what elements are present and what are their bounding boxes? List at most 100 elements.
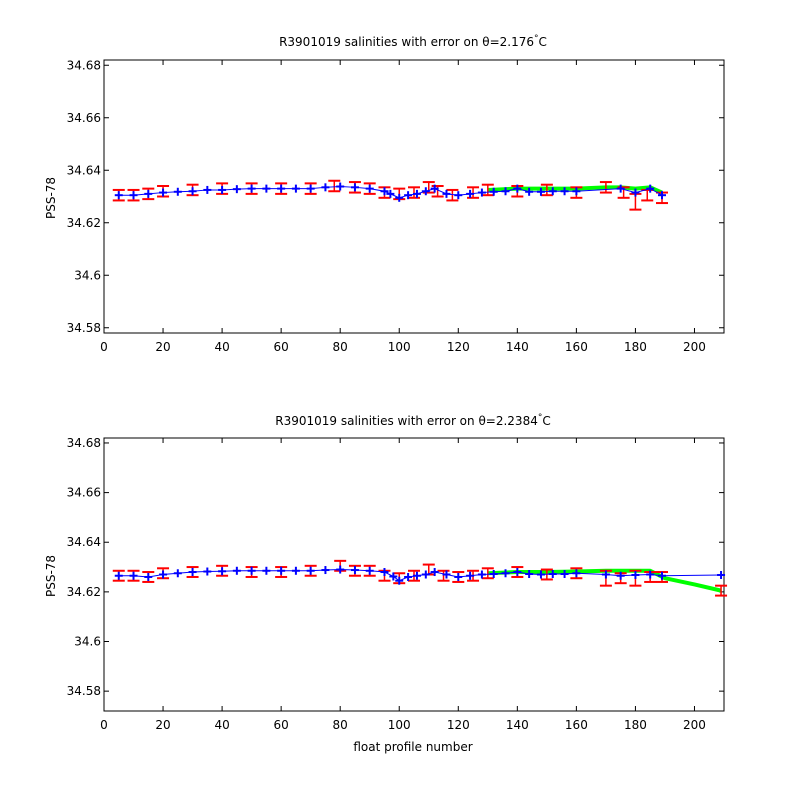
x-tick-label: 100 <box>388 340 411 354</box>
error-bar <box>599 181 612 194</box>
float-salinity-point <box>631 188 640 197</box>
chart-panel-bottom: R3901019 salinities with error on θ=2.23… <box>44 413 728 754</box>
float-salinity-point <box>658 571 666 580</box>
x-tick-label: 80 <box>333 340 348 354</box>
plot-area-top: 0 20 40 60 80 100 120 140 160 180 200 34.58 34.6 34.6… <box>67 58 725 354</box>
x-tick-label: 20 <box>155 340 170 354</box>
float-salinity-point <box>262 184 271 193</box>
float-salinity-point <box>277 566 286 575</box>
float-salinity-point <box>336 182 345 191</box>
x-tick-label: 60 <box>274 718 289 732</box>
float-salinity-point <box>389 572 398 581</box>
x-axis-label: float profile number <box>353 740 472 754</box>
x-tick-label: 160 <box>565 340 588 354</box>
y-tick-label: 34.58 <box>67 321 101 335</box>
float-salinity-point <box>129 191 138 200</box>
x-tick-label: 140 <box>506 718 529 732</box>
error-bar <box>328 179 341 193</box>
float-salinity-point <box>501 569 510 578</box>
error-bar <box>481 567 494 580</box>
float-salinity-point <box>114 191 123 200</box>
float-salinity-point <box>404 191 413 200</box>
float-salinity-point <box>218 567 227 576</box>
float-salinity-point <box>404 572 413 581</box>
float-salinity-point <box>173 569 182 578</box>
float-salinity-point <box>232 566 241 575</box>
float-salinity-point <box>291 566 300 575</box>
x-tick-label: 200 <box>683 340 706 354</box>
x-tick-label: 180 <box>624 718 647 732</box>
float-salinity-point <box>525 570 534 579</box>
float-salinity-point <box>513 184 522 193</box>
axes-frame <box>103 59 725 334</box>
chart-title-top: R3901019 salinities with error on θ=2.17… <box>279 34 547 49</box>
float-salinity-point <box>350 183 359 192</box>
float-salinity-point <box>646 184 655 193</box>
x-tick-label: 40 <box>214 718 229 732</box>
chart-panel-top: R3901019 salinities with error on θ=2.17… <box>44 34 725 354</box>
float-salinity-point <box>321 183 330 192</box>
y-tick-label: 34.68 <box>67 436 101 450</box>
float-salinity-point <box>477 570 486 579</box>
float-salinity-point <box>321 566 330 575</box>
y-tick-label: 34.6 <box>74 635 101 649</box>
float-salinity-point <box>380 187 389 196</box>
float-salinity-point <box>144 572 153 581</box>
x-tick-label: 120 <box>447 340 470 354</box>
float-salinity-point <box>442 189 451 198</box>
float-salinity-point <box>173 187 182 196</box>
float-salinity-point <box>616 184 625 193</box>
y-tick-label: 34.62 <box>67 585 101 599</box>
float-salinity-point <box>203 567 212 576</box>
error-bar <box>481 183 494 197</box>
float-salinity-point <box>129 571 138 580</box>
float-salinity-point <box>454 572 463 581</box>
float-salinity-point <box>646 570 655 579</box>
error-bar <box>641 188 654 202</box>
y-tick-label: 34.6 <box>74 268 101 282</box>
float-salinity-point <box>277 184 286 193</box>
error-bar <box>446 188 459 202</box>
float-salinity-point <box>395 576 404 585</box>
float-salinity-point <box>159 570 168 579</box>
float-salinity-point <box>386 189 395 198</box>
y-tick-label: 34.66 <box>67 111 101 125</box>
float-salinity-point <box>430 184 439 193</box>
float-salinity-point <box>536 187 545 196</box>
float-salinity-point <box>601 570 610 579</box>
degree-unit-top: ° <box>534 34 539 44</box>
float-salinity-point <box>616 571 625 580</box>
float-salinity-point <box>412 571 421 580</box>
x-tick-label: 0 <box>100 718 108 732</box>
x-tick-label: 40 <box>214 340 229 354</box>
float-salinity-point <box>306 566 315 575</box>
float-salinity-point <box>291 184 300 193</box>
float-salinity-point <box>631 570 640 579</box>
float-salinity-point <box>365 184 374 193</box>
error-bar <box>437 569 450 582</box>
x-tick-label: 100 <box>388 718 411 732</box>
x-tick-label: 180 <box>624 340 647 354</box>
x-tick-label: 80 <box>333 718 348 732</box>
float-salinity-point <box>489 570 498 579</box>
float-salinity-point <box>572 187 581 196</box>
float-salinity-point <box>421 570 430 579</box>
float-salinity-point <box>144 189 153 198</box>
float-salinity-point <box>466 189 475 198</box>
float-salinity-point <box>430 568 439 577</box>
float-salinity-point <box>159 188 168 197</box>
float-salinity-point <box>395 193 404 202</box>
float-salinity-point <box>548 187 557 196</box>
x-tick-label: 200 <box>683 718 706 732</box>
float-salinity-point <box>247 566 256 575</box>
x-tick-label: 140 <box>506 340 529 354</box>
float-salinity-point <box>489 187 498 196</box>
celsius-unit-bottom: C <box>542 414 550 428</box>
float-salinity-point <box>560 570 569 579</box>
float-salinity-point <box>572 569 581 578</box>
float-salinity-point <box>306 184 315 193</box>
y-axis-label-bottom: PSS-78 <box>44 555 58 597</box>
float-salinity-point <box>560 187 569 196</box>
